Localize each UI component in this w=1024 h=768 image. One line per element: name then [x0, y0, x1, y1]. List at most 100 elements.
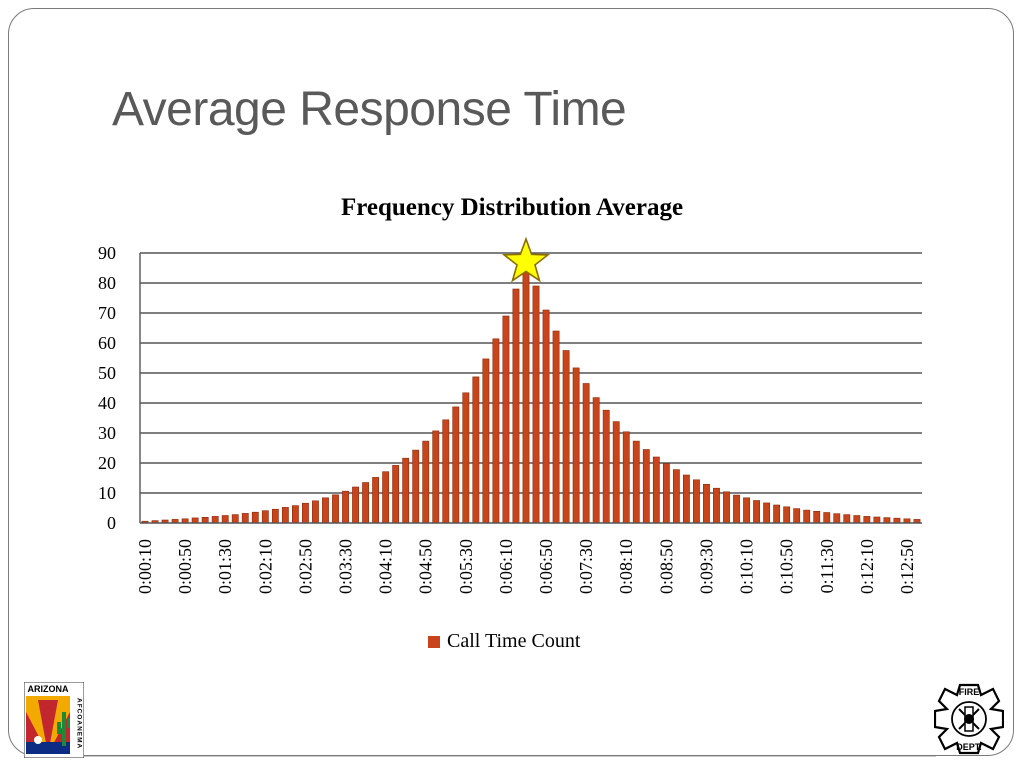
bar: [251, 511, 259, 524]
bar: [853, 515, 861, 524]
bar: [452, 406, 460, 524]
bar: [382, 471, 390, 524]
bar: [392, 465, 400, 524]
y-tick-label: 10: [98, 483, 116, 503]
bar: [281, 507, 289, 524]
arizona-logo-side-text: AFCOANEMA: [76, 698, 83, 749]
bar: [271, 508, 279, 524]
x-tick-label: 0:12:50: [897, 539, 917, 594]
bar: [412, 449, 420, 524]
x-tick-label: 0:09:30: [696, 539, 716, 594]
bar: [592, 397, 600, 524]
bar: [602, 409, 610, 524]
x-tick-label: 0:02:50: [295, 539, 315, 594]
bar: [893, 517, 901, 524]
bar: [763, 502, 771, 524]
y-tick-label: 70: [98, 303, 116, 323]
y-tick-label: 60: [98, 333, 116, 353]
x-tick-label: 0:00:10: [135, 539, 155, 594]
bar: [432, 430, 440, 524]
chart-title: Frequency Distribution Average: [341, 194, 683, 221]
bar: [883, 517, 891, 524]
bar: [733, 494, 740, 524]
y-tick-label: 30: [98, 423, 116, 443]
bar: [312, 500, 319, 524]
bar: [632, 440, 640, 524]
bars: [141, 267, 921, 524]
bar: [482, 358, 490, 524]
y-tick-label: 80: [98, 273, 116, 293]
bar: [302, 502, 309, 524]
bar: [713, 487, 720, 524]
bar: [873, 516, 881, 524]
x-tick-label: 0:02:10: [255, 539, 275, 594]
x-tick-label: 0:07:30: [576, 539, 596, 594]
slide-frame: [8, 8, 1014, 756]
bar: [462, 392, 470, 524]
bar: [442, 419, 450, 524]
bar: [612, 421, 620, 524]
y-tick-label: 50: [98, 363, 116, 383]
bar: [291, 505, 299, 524]
star-marker: [501, 236, 551, 283]
axes: [139, 253, 922, 524]
y-tick-label: 90: [98, 243, 116, 263]
bar: [793, 508, 801, 524]
bar: [622, 431, 630, 524]
bar: [221, 515, 229, 524]
bar: [261, 510, 269, 524]
bar: [682, 474, 690, 524]
fire-logo-bottom-text: DEPT.: [956, 742, 982, 752]
x-tick-label: 0:10:50: [777, 539, 797, 594]
slide-title: Average Response Time: [112, 83, 627, 136]
bar: [231, 514, 239, 524]
bar: [342, 490, 349, 524]
bar: [502, 315, 510, 524]
bar: [211, 516, 219, 524]
bar: [803, 509, 811, 524]
y-axis-ticks: 0 10 20 30 40 50 60 70 80 90: [98, 243, 116, 533]
footer-divider: [84, 756, 936, 757]
bar: [833, 513, 841, 524]
peak-star-icon: [501, 236, 551, 283]
bar: [522, 267, 530, 524]
gridlines: [140, 252, 922, 494]
bar: [662, 463, 670, 524]
x-tick-label: 0:01:30: [215, 539, 235, 594]
bar: [703, 483, 710, 524]
x-tick-label: 0:12:10: [857, 539, 877, 594]
legend-label: Call Time Count: [447, 630, 581, 652]
x-tick-label: 0:04:10: [376, 539, 396, 594]
arizona-logo: ARIZONA AFCOANEMA: [24, 682, 84, 758]
bar: [773, 504, 781, 524]
x-tick-label: 0:00:50: [175, 539, 195, 594]
bar: [512, 288, 520, 524]
x-tick-label: 0:03:30: [336, 539, 356, 594]
bar: [372, 477, 380, 524]
bar: [191, 517, 199, 524]
fire-dept-logo: FIRE DEPT.: [934, 683, 1004, 755]
bar: [723, 491, 730, 524]
y-tick-label: 20: [98, 453, 116, 473]
legend-swatch: [428, 635, 440, 648]
bar: [652, 456, 660, 524]
x-tick-label: 0:05:30: [456, 539, 476, 594]
bar: [743, 497, 750, 524]
bar: [362, 482, 369, 524]
bar: [843, 514, 851, 524]
bar: [402, 457, 410, 524]
bar: [783, 506, 791, 524]
bar: [322, 497, 329, 524]
bar: [582, 383, 590, 524]
bar: [552, 330, 560, 524]
bar: [672, 469, 680, 524]
x-tick-label: 0:08:10: [616, 539, 636, 594]
y-tick-label: 0: [107, 513, 116, 533]
x-axis-ticks: 0:00:10 0:00:50 0:01:30 0:02:10 0:02:50 0:03:…: [135, 539, 917, 594]
x-tick-label: 0:11:30: [817, 539, 837, 593]
arizona-logo-text: ARIZONA: [28, 684, 69, 694]
bar: [422, 440, 430, 524]
bar: [332, 494, 339, 524]
bar: [753, 500, 760, 524]
